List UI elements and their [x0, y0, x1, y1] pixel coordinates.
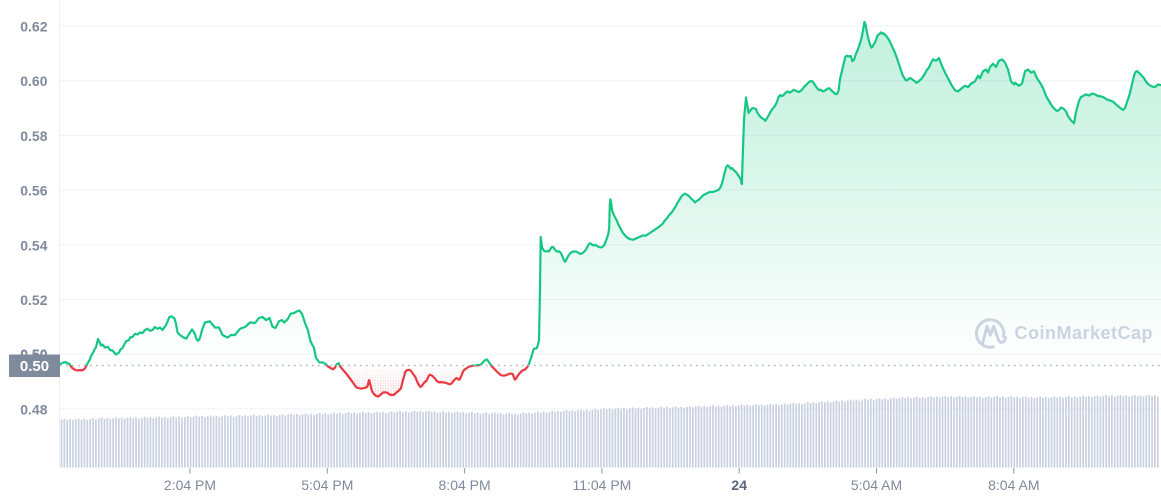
svg-text:0.52: 0.52: [20, 292, 47, 308]
svg-text:0.58: 0.58: [20, 128, 47, 144]
svg-text:0.48: 0.48: [20, 401, 47, 417]
svg-text:5:04 PM: 5:04 PM: [301, 477, 353, 493]
svg-text:0.60: 0.60: [20, 73, 47, 89]
svg-text:2:04 PM: 2:04 PM: [164, 477, 216, 493]
svg-text:8:04 PM: 8:04 PM: [439, 477, 491, 493]
svg-text:0.56: 0.56: [20, 183, 47, 199]
svg-text:0.50: 0.50: [20, 358, 49, 375]
svg-text:8:04 AM: 8:04 AM: [988, 477, 1039, 493]
svg-text:0.54: 0.54: [20, 237, 47, 253]
svg-text:5:04 AM: 5:04 AM: [851, 477, 902, 493]
svg-text:11:04 PM: 11:04 PM: [572, 477, 631, 493]
svg-text:0.62: 0.62: [20, 19, 47, 35]
svg-text:CoinMarketCap: CoinMarketCap: [1015, 323, 1154, 343]
svg-text:24: 24: [731, 477, 747, 493]
